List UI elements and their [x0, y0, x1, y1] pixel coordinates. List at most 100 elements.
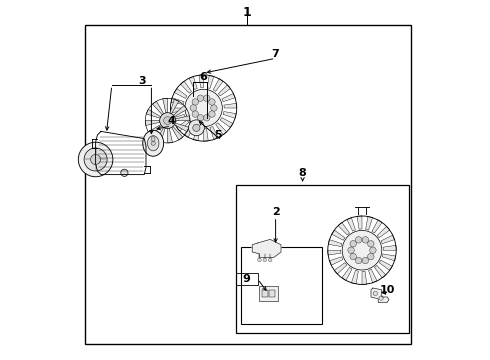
- Wedge shape: [168, 128, 172, 143]
- Circle shape: [263, 258, 267, 262]
- Wedge shape: [338, 222, 349, 235]
- Circle shape: [197, 95, 204, 102]
- Circle shape: [355, 257, 362, 264]
- Wedge shape: [147, 109, 161, 118]
- Circle shape: [160, 113, 175, 129]
- Wedge shape: [372, 220, 382, 233]
- Wedge shape: [189, 77, 197, 90]
- Wedge shape: [328, 240, 342, 247]
- Text: 5: 5: [214, 130, 222, 140]
- Wedge shape: [171, 98, 184, 104]
- Circle shape: [350, 253, 356, 260]
- Wedge shape: [156, 127, 165, 142]
- Text: 7: 7: [272, 49, 279, 59]
- Wedge shape: [334, 263, 347, 274]
- Circle shape: [121, 169, 128, 176]
- Wedge shape: [216, 123, 227, 135]
- Wedge shape: [194, 127, 200, 141]
- Circle shape: [362, 237, 368, 243]
- Wedge shape: [379, 260, 392, 270]
- Wedge shape: [171, 108, 183, 113]
- Circle shape: [355, 237, 362, 243]
- Circle shape: [197, 114, 204, 121]
- Wedge shape: [174, 89, 187, 98]
- Ellipse shape: [151, 136, 155, 141]
- Circle shape: [193, 124, 200, 131]
- Circle shape: [203, 95, 210, 102]
- Circle shape: [379, 296, 383, 300]
- Circle shape: [373, 291, 377, 296]
- Wedge shape: [180, 81, 192, 93]
- Wedge shape: [172, 114, 185, 122]
- Circle shape: [362, 257, 368, 264]
- Wedge shape: [328, 250, 341, 255]
- Wedge shape: [174, 123, 189, 132]
- Wedge shape: [213, 79, 223, 91]
- Circle shape: [91, 154, 100, 165]
- Wedge shape: [145, 121, 160, 126]
- Circle shape: [151, 141, 155, 145]
- Wedge shape: [381, 235, 394, 244]
- Wedge shape: [148, 125, 162, 136]
- Circle shape: [368, 240, 374, 247]
- Polygon shape: [252, 239, 281, 257]
- Wedge shape: [329, 257, 343, 265]
- Wedge shape: [374, 265, 386, 278]
- Bar: [236, 185, 409, 333]
- Circle shape: [342, 230, 382, 270]
- Wedge shape: [204, 128, 208, 141]
- Wedge shape: [177, 120, 189, 131]
- Circle shape: [84, 148, 107, 171]
- Wedge shape: [210, 126, 218, 139]
- Wedge shape: [362, 271, 367, 284]
- Circle shape: [350, 240, 356, 247]
- Text: 2: 2: [272, 207, 279, 217]
- Wedge shape: [223, 112, 236, 118]
- Wedge shape: [172, 126, 183, 140]
- Wedge shape: [222, 94, 235, 102]
- Text: 1: 1: [243, 6, 251, 19]
- Circle shape: [78, 142, 113, 177]
- Wedge shape: [173, 105, 187, 117]
- Circle shape: [211, 105, 217, 111]
- Wedge shape: [377, 226, 390, 238]
- Text: 6: 6: [199, 72, 208, 82]
- Bar: [242, 247, 322, 324]
- Bar: [85, 25, 411, 344]
- Wedge shape: [366, 216, 372, 230]
- Circle shape: [269, 258, 272, 262]
- Wedge shape: [207, 75, 214, 89]
- Ellipse shape: [147, 136, 159, 151]
- Wedge shape: [347, 218, 355, 231]
- Circle shape: [190, 105, 196, 111]
- Wedge shape: [224, 103, 237, 108]
- Ellipse shape: [143, 130, 164, 156]
- Wedge shape: [163, 98, 168, 113]
- Circle shape: [348, 247, 354, 253]
- Wedge shape: [199, 75, 204, 88]
- Wedge shape: [383, 246, 396, 250]
- Wedge shape: [152, 101, 164, 115]
- Text: 8: 8: [299, 168, 306, 178]
- Bar: [236, 273, 258, 285]
- Wedge shape: [368, 269, 377, 283]
- Wedge shape: [342, 267, 352, 280]
- Circle shape: [258, 258, 261, 262]
- Circle shape: [368, 253, 374, 260]
- Bar: [259, 286, 278, 301]
- Circle shape: [209, 99, 215, 105]
- Text: 9: 9: [243, 274, 251, 284]
- Circle shape: [164, 117, 171, 125]
- Wedge shape: [351, 270, 358, 284]
- Bar: [262, 290, 268, 297]
- Circle shape: [185, 89, 222, 127]
- Bar: [269, 290, 275, 297]
- Circle shape: [192, 99, 198, 105]
- Wedge shape: [220, 118, 233, 127]
- Wedge shape: [175, 116, 190, 121]
- Text: 4: 4: [167, 116, 175, 126]
- Circle shape: [369, 247, 376, 253]
- Circle shape: [192, 111, 198, 117]
- Wedge shape: [170, 99, 179, 114]
- Circle shape: [189, 120, 204, 136]
